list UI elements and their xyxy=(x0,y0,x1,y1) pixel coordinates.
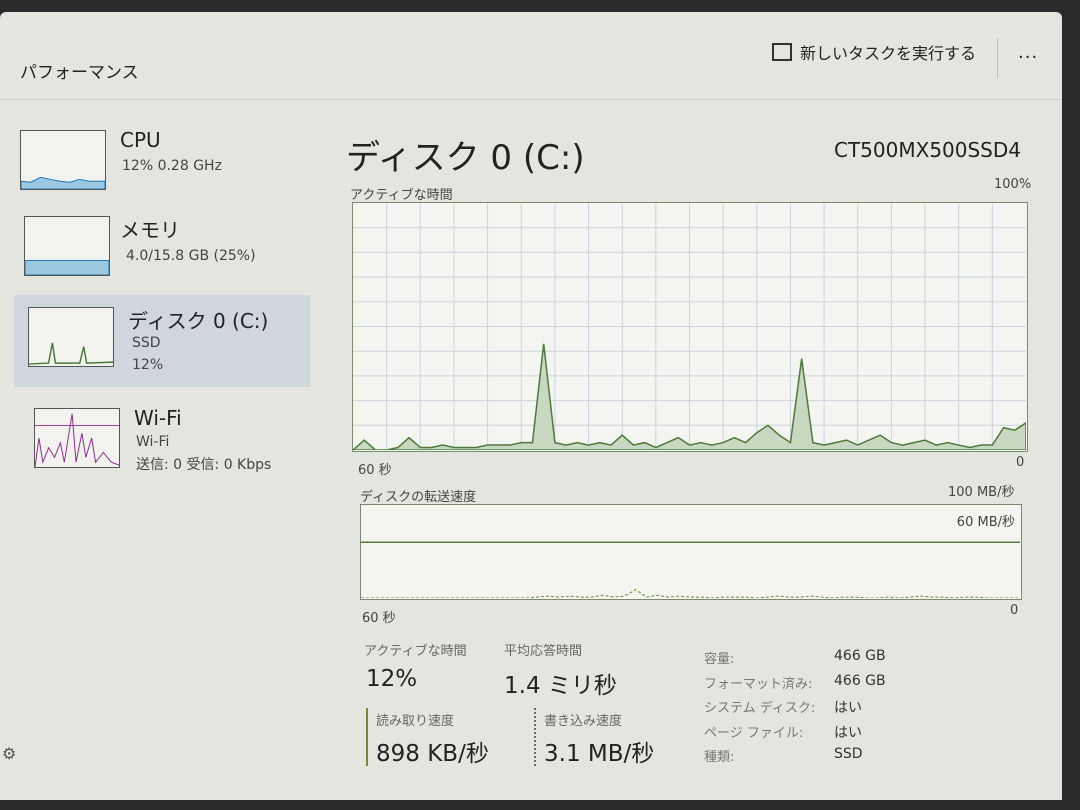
transfer-rate-chart xyxy=(361,541,1020,599)
wifi-adapter: Wi-Fi xyxy=(136,434,170,450)
property-label: フォーマット済み: xyxy=(704,676,813,692)
disk-model: CT500MX500SSD4 xyxy=(834,138,1022,162)
wifi-throughput: 送信: 0 受信: 0 Kbps xyxy=(136,457,272,473)
page-title: パフォーマンス xyxy=(20,63,139,83)
cpu-usage: 12% 0.28 GHz xyxy=(122,158,222,174)
run-task-label: 新しいタスクを実行する xyxy=(800,44,977,63)
avg-response-value: 1.4 ミリ秒 xyxy=(504,673,617,699)
run-new-task-button[interactable]: 新しいタスクを実行する xyxy=(772,40,976,64)
cpu-thumbnail-graph xyxy=(20,130,106,190)
cpu-label: CPU xyxy=(120,128,161,152)
transfer-graph-label: ディスクの転送速度 xyxy=(360,490,477,505)
active-time-right-label: 0 xyxy=(1016,455,1025,470)
disk-usage: 12% xyxy=(132,357,164,373)
active-time-stat-value: 12% xyxy=(366,666,418,692)
active-time-series xyxy=(351,343,1027,451)
transfer-left-label: 60 秒 xyxy=(362,611,396,626)
wifi-label: Wi-Fi xyxy=(134,406,182,430)
divider xyxy=(997,38,998,78)
read-speed-label: 読み取り速度 xyxy=(376,714,455,729)
memory-thumbnail-graph xyxy=(24,216,110,276)
active-time-left-label: 60 秒 xyxy=(358,463,392,478)
write-speed-label: 書き込み速度 xyxy=(544,714,623,729)
property-label: ページ ファイル: xyxy=(704,725,804,741)
avg-response-label: 平均応答時間 xyxy=(504,644,583,659)
sidebar-item-disk0[interactable]: ディスク 0 (C:) SSD 12% xyxy=(14,295,310,387)
sidebar-item-cpu[interactable]: CPU 12% 0.28 GHz xyxy=(14,118,310,210)
task-manager-window: パフォーマンス 新しいタスクを実行する ... CPU 12% 0.28 GHz… xyxy=(0,12,1062,800)
sidebar-item-wifi[interactable]: Wi-Fi Wi-Fi 送信: 0 受信: 0 Kbps xyxy=(14,396,310,488)
run-task-icon xyxy=(772,43,792,61)
transfer-line-label: 60 MB/秒 xyxy=(956,515,1015,530)
write-speed-value: 3.1 MB/秒 xyxy=(544,741,655,767)
disk-title: ディスク 0 (C:) xyxy=(346,138,585,178)
settings-gear-icon[interactable]: ⚙ xyxy=(2,744,17,763)
transfer-max-label: 100 MB/秒 xyxy=(948,485,1015,500)
active-time-graph xyxy=(351,202,1028,452)
read-speed-value: 898 KB/秒 xyxy=(376,741,489,767)
more-options-button[interactable]: ... xyxy=(1018,42,1039,63)
property-value: SSD xyxy=(834,746,863,762)
property-label: システム ディスク: xyxy=(704,701,816,716)
active-time-stat-label: アクティブな時間 xyxy=(364,644,467,659)
property-value: 466 GB xyxy=(834,648,886,664)
wifi-thumbnail-graph xyxy=(34,408,120,468)
active-time-chart xyxy=(351,203,1027,451)
active-time-graph-label: アクティブな時間 xyxy=(350,188,453,203)
write-legend-line xyxy=(534,708,536,766)
property-label: 容量: xyxy=(704,652,735,667)
property-value: 466 GB xyxy=(834,672,886,689)
transfer-rate-graph: 60 MB/秒 xyxy=(360,504,1022,600)
transfer-series xyxy=(361,589,1020,599)
property-label: 種類: xyxy=(704,750,735,765)
read-legend-line xyxy=(366,708,368,766)
transfer-right-label: 0 xyxy=(1010,603,1019,618)
disk-type: SSD xyxy=(132,335,161,351)
memory-label: メモリ xyxy=(120,218,180,242)
active-time-max-label: 100% xyxy=(994,177,1032,192)
sidebar-item-memory[interactable]: メモリ 4.0/15.8 GB (25%) xyxy=(14,204,310,296)
property-value: はい xyxy=(834,724,862,741)
disk-label: ディスク 0 (C:) xyxy=(128,309,269,333)
header: パフォーマンス 新しいタスクを実行する ... xyxy=(0,12,1062,100)
memory-usage: 4.0/15.8 GB (25%) xyxy=(126,248,256,264)
disk-thumbnail-graph xyxy=(28,307,114,367)
property-value: はい xyxy=(834,700,862,716)
